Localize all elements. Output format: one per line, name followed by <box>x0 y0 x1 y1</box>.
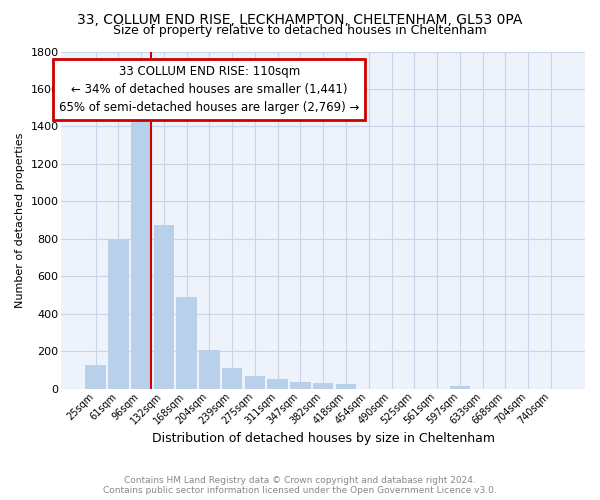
Bar <box>245 376 265 388</box>
Text: 33, COLLUM END RISE, LECKHAMPTON, CHELTENHAM, GL53 0PA: 33, COLLUM END RISE, LECKHAMPTON, CHELTE… <box>77 12 523 26</box>
Bar <box>222 368 242 388</box>
Bar <box>176 297 197 388</box>
Bar <box>290 382 311 388</box>
Bar <box>199 350 220 389</box>
Bar <box>268 380 288 388</box>
Bar <box>336 384 356 388</box>
Y-axis label: Number of detached properties: Number of detached properties <box>15 132 25 308</box>
Bar <box>108 239 128 388</box>
Bar <box>313 383 334 388</box>
Text: Contains HM Land Registry data © Crown copyright and database right 2024.
Contai: Contains HM Land Registry data © Crown c… <box>103 476 497 495</box>
X-axis label: Distribution of detached houses by size in Cheltenham: Distribution of detached houses by size … <box>152 432 495 445</box>
Bar <box>154 225 174 388</box>
Bar <box>449 386 470 388</box>
Text: Size of property relative to detached houses in Cheltenham: Size of property relative to detached ho… <box>113 24 487 37</box>
Bar <box>131 110 151 388</box>
Text: 33 COLLUM END RISE: 110sqm
← 34% of detached houses are smaller (1,441)
65% of s: 33 COLLUM END RISE: 110sqm ← 34% of deta… <box>59 64 359 114</box>
Bar <box>85 364 106 388</box>
